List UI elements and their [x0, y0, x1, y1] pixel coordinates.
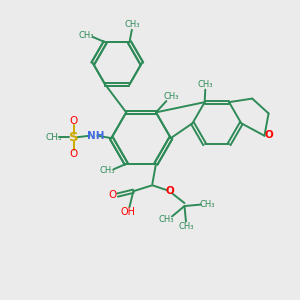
- Text: O: O: [70, 149, 78, 159]
- Text: O: O: [165, 186, 174, 196]
- Text: O: O: [264, 130, 273, 140]
- Text: CH₃: CH₃: [199, 200, 214, 209]
- Text: CH₃: CH₃: [159, 215, 174, 224]
- Text: CH₃: CH₃: [124, 20, 140, 29]
- Text: O: O: [108, 190, 117, 200]
- Text: O: O: [70, 116, 78, 126]
- Text: S: S: [69, 131, 78, 144]
- Text: OH: OH: [121, 207, 136, 217]
- Text: CH₃: CH₃: [178, 222, 194, 231]
- Text: CH₃: CH₃: [164, 92, 179, 101]
- Text: CH₃: CH₃: [197, 80, 213, 89]
- Text: CH₃: CH₃: [99, 167, 115, 176]
- Text: CH₃: CH₃: [45, 133, 62, 142]
- Text: CH₃: CH₃: [78, 31, 94, 40]
- Text: NH: NH: [87, 131, 104, 141]
